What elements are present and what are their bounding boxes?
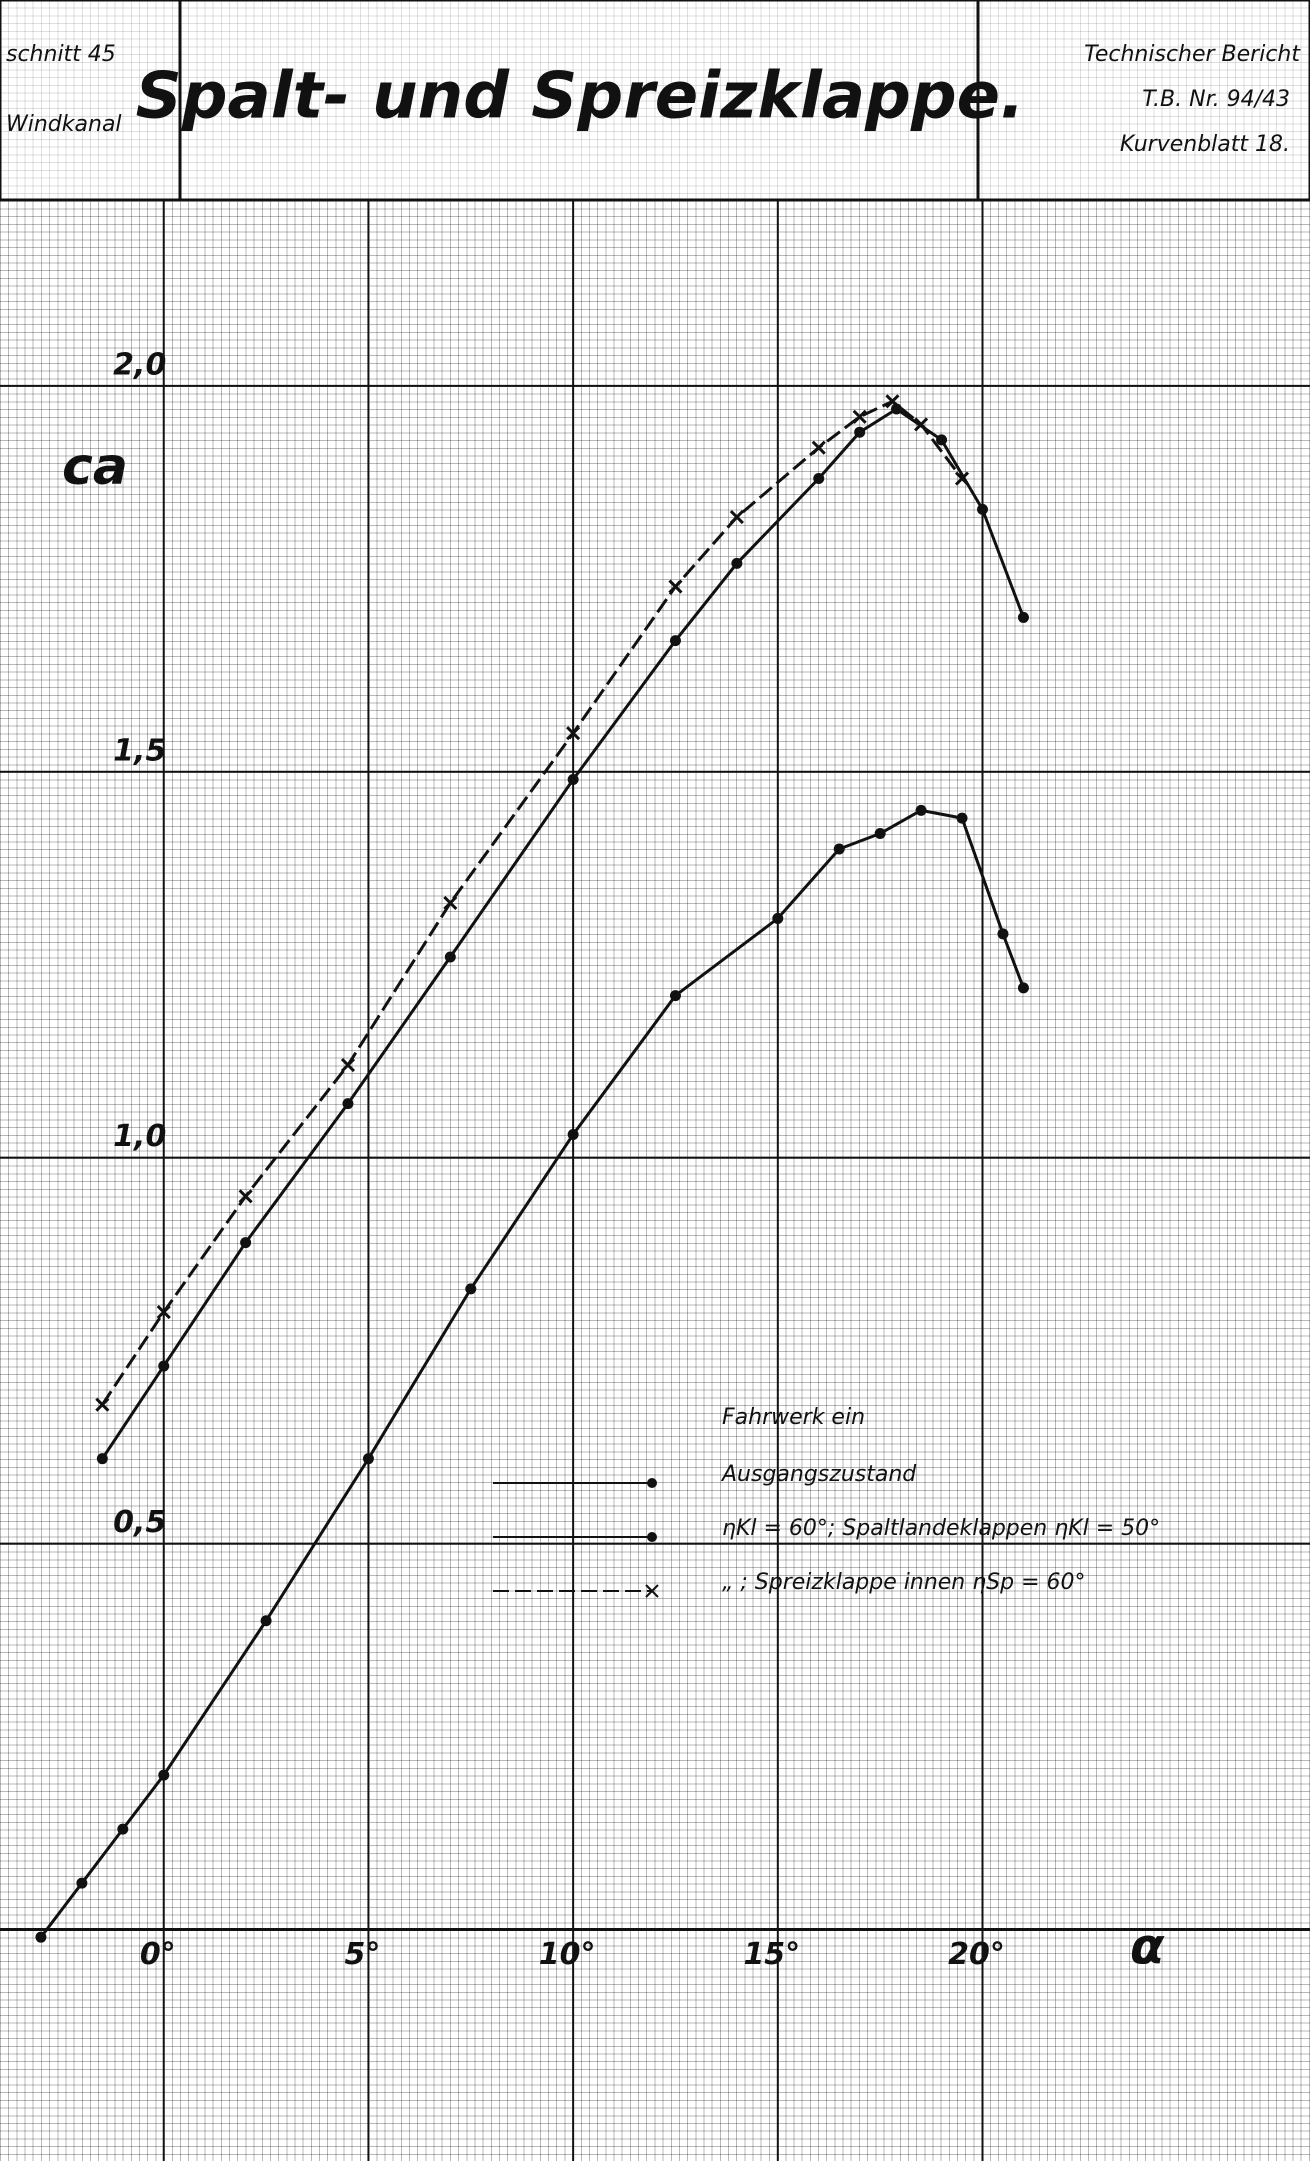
data-point (117, 1823, 129, 1835)
data-point (35, 1931, 47, 1943)
data-point (772, 912, 784, 924)
y-tick-label: 1,5 (113, 733, 166, 768)
data-point (567, 1129, 579, 1141)
data-line (101, 407, 1025, 1460)
data-point (340, 1057, 356, 1073)
data-point (238, 1189, 253, 1204)
data-point (954, 471, 970, 486)
data-point (833, 843, 845, 855)
y-tick-label: 2,0 (113, 347, 166, 382)
data-point (668, 579, 683, 594)
x-axis-label: α (1130, 1918, 1165, 1976)
data-point (342, 1098, 354, 1110)
header-right: Kurvenblatt 18. (1120, 132, 1290, 157)
legend-label: ηKl = 60°; Spaltlandeklappen ηKl = 50° (722, 1516, 1160, 1541)
data-point (854, 426, 866, 438)
x-tick-label: 15° (743, 1937, 800, 1972)
data-point (813, 473, 825, 485)
data-point (260, 1615, 272, 1627)
data-point (95, 1397, 110, 1412)
data-point (240, 1237, 252, 1249)
data-point (76, 1877, 88, 1889)
data-point (729, 510, 744, 525)
y-axis-label: ca (62, 437, 128, 497)
legend-label: „ ; Spreizklappe innen ηSp = 60° (722, 1570, 1086, 1595)
header-right: T.B. Nr. 94/43 (1142, 87, 1290, 112)
data-line (39, 808, 1025, 1939)
legend-title: Fahrwerk ein (722, 1405, 865, 1430)
data-point (566, 726, 581, 741)
data-point (465, 1283, 477, 1295)
data-point (444, 951, 456, 963)
legend-marker (647, 1532, 657, 1542)
data-point (158, 1360, 170, 1372)
header-title: Spalt- und Spreizklappe. (136, 60, 1025, 134)
data-point (936, 434, 948, 446)
data-point (977, 503, 988, 515)
data-point (914, 417, 929, 432)
data-point (156, 1304, 171, 1320)
data-point (443, 895, 458, 911)
data-point (158, 1769, 170, 1781)
data-line (101, 399, 964, 1406)
legend-marker (647, 1478, 657, 1488)
x-tick-label: 0° (140, 1937, 176, 1972)
header-left: schnitt 45 (6, 42, 116, 67)
data-point (997, 928, 1009, 940)
header-right: Technischer Bericht (1084, 42, 1301, 67)
header-box (0, 0, 1310, 202)
y-tick-label: 0,5 (113, 1505, 166, 1540)
data-point (669, 635, 681, 647)
data-point (96, 1453, 108, 1465)
x-tick-label: 20° (948, 1937, 1005, 1972)
data-point (811, 440, 826, 455)
data-point (731, 557, 743, 569)
data-point (885, 394, 900, 409)
data-point (1017, 982, 1029, 994)
data-point (669, 990, 681, 1002)
legend-marker (645, 1584, 659, 1598)
legend-label: Ausgangszustand (720, 1462, 917, 1487)
data-point (567, 774, 579, 786)
y-tick-label: 1,0 (113, 1119, 166, 1154)
data-point (1017, 611, 1029, 623)
data-point (362, 1453, 374, 1465)
x-tick-label: 10° (539, 1937, 596, 1972)
data-point (852, 409, 867, 424)
data-point (874, 828, 886, 840)
data-point (915, 804, 927, 816)
data-point (956, 812, 968, 824)
x-tick-label: 5° (345, 1937, 381, 1972)
header-left: Windkanal (6, 112, 122, 137)
